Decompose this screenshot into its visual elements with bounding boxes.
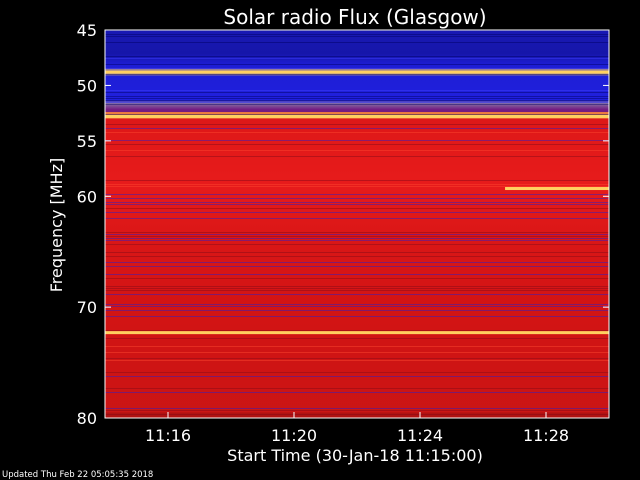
texture-stripe	[105, 352, 609, 353]
texture-stripe	[105, 262, 609, 263]
texture-stripe	[105, 184, 609, 185]
texture-stripe	[105, 252, 609, 253]
emission-line	[505, 187, 609, 191]
texture-stripe	[105, 360, 609, 361]
texture-stripe	[105, 34, 609, 35]
texture-stripe	[105, 256, 609, 257]
spectrogram-band	[105, 118, 609, 413]
spectrogram-band	[105, 30, 609, 69]
texture-stripe	[105, 414, 609, 415]
plot-area	[104, 29, 610, 419]
x-tick-label: 11:20	[271, 426, 317, 445]
texture-stripe	[105, 388, 609, 389]
texture-stripe	[105, 64, 609, 65]
texture-stripe	[105, 392, 609, 393]
texture-stripe	[105, 98, 609, 99]
texture-stripe	[105, 278, 609, 279]
spectrogram-band	[105, 75, 609, 113]
texture-stripe	[105, 218, 609, 219]
texture-stripe	[105, 204, 609, 205]
texture-stripe	[105, 310, 609, 311]
y-axis-ticks: 45 50 55 60 70 80	[77, 21, 609, 428]
texture-stripe	[105, 186, 609, 187]
texture-stripe	[105, 306, 609, 307]
texture-stripe	[105, 410, 609, 411]
y-axis-label: Frequency [MHz]	[47, 158, 66, 292]
y-tick-label: 60	[77, 187, 97, 206]
plot-frame	[104, 29, 610, 419]
y-tick-label: 80	[77, 409, 97, 428]
texture-stripe	[105, 358, 609, 359]
texture-stripe	[105, 114, 609, 115]
texture-stripe	[105, 346, 609, 347]
texture-stripe	[105, 128, 609, 129]
texture-stripe	[105, 330, 609, 331]
texture-stripe	[105, 90, 609, 91]
x-tick-label: 11:16	[145, 426, 191, 445]
x-tick-label: 11:24	[397, 426, 443, 445]
texture-stripe	[105, 316, 609, 317]
texture-stripe	[105, 198, 609, 199]
texture-stripe	[105, 294, 609, 295]
y-tick-label: 55	[77, 132, 97, 151]
texture-stripe	[105, 42, 609, 43]
x-tick-label: 11:28	[523, 426, 569, 445]
texture-stripe	[105, 236, 609, 237]
texture-stripe	[105, 288, 609, 289]
texture-stripe	[105, 194, 609, 195]
texture-stripe	[105, 372, 609, 373]
texture-stripe	[105, 266, 609, 267]
texture-stripe	[105, 304, 609, 305]
texture-stripe	[105, 238, 609, 239]
texture-stripe	[105, 208, 609, 209]
texture-stripe	[105, 274, 609, 275]
y-tick-label: 50	[77, 76, 97, 95]
texture-stripe	[105, 92, 609, 93]
texture-stripe	[105, 96, 609, 97]
footer-timestamp: Updated Thu Feb 22 05:05:35 2018	[2, 470, 153, 480]
emission-line	[105, 114, 609, 118]
y-tick-label: 70	[77, 298, 97, 317]
x-axis-ticks: 11:16 11:20 11:24 11:28	[145, 412, 569, 445]
texture-stripe	[105, 102, 609, 103]
texture-stripe	[105, 232, 609, 233]
texture-stripe	[105, 156, 609, 157]
texture-stripe	[105, 376, 609, 377]
texture-stripe	[105, 180, 609, 181]
texture-stripe	[105, 150, 609, 151]
texture-stripe	[105, 132, 609, 133]
texture-stripe	[105, 212, 609, 213]
texture-stripe	[105, 140, 609, 141]
texture-stripe	[105, 58, 609, 59]
texture-stripe	[105, 74, 609, 75]
y-tick-label: 45	[77, 21, 97, 40]
texture-stripe	[105, 286, 609, 287]
texture-stripe	[105, 240, 609, 241]
texture-stripe	[105, 68, 609, 69]
texture-stripe	[105, 124, 609, 125]
texture-stripe	[105, 104, 609, 105]
texture-stripe	[105, 36, 609, 37]
emission-line	[105, 70, 609, 74]
texture-stripe	[105, 290, 609, 291]
texture-stripe	[105, 234, 609, 235]
chart-title: Solar radio Flux (Glasgow)	[223, 5, 486, 29]
texture-stripe	[105, 100, 609, 101]
texture-stripe	[105, 408, 609, 409]
texture-stripe	[105, 144, 609, 145]
x-axis-label: Start Time (30-Jan-18 11:15:00)	[227, 446, 483, 465]
texture-stripe	[105, 338, 609, 339]
emission-line	[105, 331, 609, 335]
texture-stripe	[105, 244, 609, 245]
texture-stripe	[105, 56, 609, 57]
texture-stripe	[105, 202, 609, 203]
